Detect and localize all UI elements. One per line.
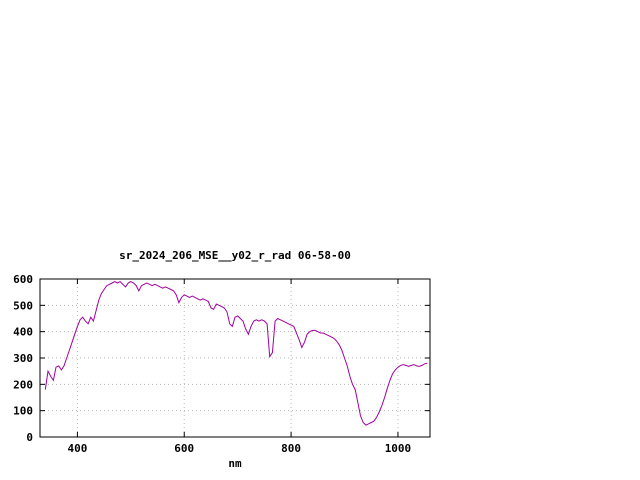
y-tick-label: 0 — [26, 431, 33, 444]
y-tick-label: 200 — [13, 378, 33, 391]
x-tick-label: 800 — [281, 442, 301, 455]
x-tick-label: 600 — [174, 442, 194, 455]
spectrum-line — [44, 280, 428, 426]
x-tick-label: 1000 — [385, 442, 412, 455]
y-tick-label: 600 — [13, 273, 33, 286]
y-tick-label: 500 — [13, 299, 33, 312]
y-tick-label: 300 — [13, 352, 33, 365]
y-tick-label: 400 — [13, 326, 33, 339]
x-tick-label: 400 — [67, 442, 87, 455]
chart-title: sr_2024_206_MSE__y02_r_rad 06-58-00 — [119, 249, 351, 262]
y-tick-label: 100 — [13, 405, 33, 418]
x-axis-title: nm — [228, 457, 242, 470]
